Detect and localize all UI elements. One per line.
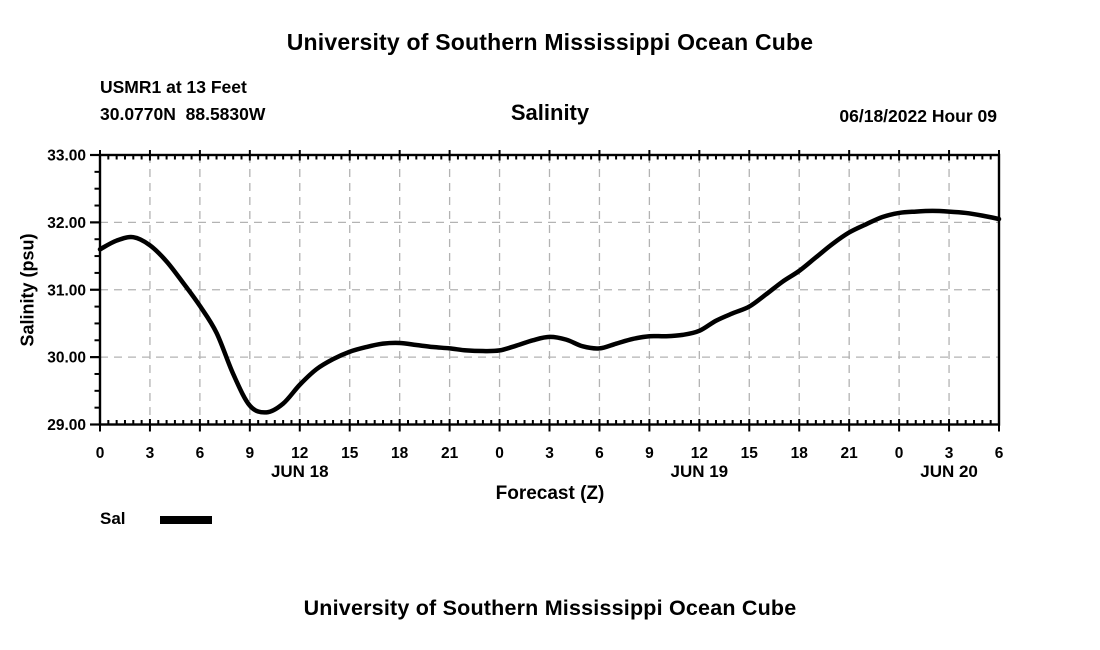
x-tick-label: 15 — [341, 445, 359, 462]
x-tick-label: 18 — [391, 445, 409, 462]
y-tick-label: 29.00 — [47, 417, 86, 434]
page-title: University of Southern Mississippi Ocean… — [286, 29, 814, 55]
x-tick-label: 0 — [895, 445, 904, 462]
x-tick-label: 9 — [645, 445, 654, 462]
legend-line-swatch — [160, 516, 212, 524]
legend-label: Sal — [100, 509, 126, 528]
x-tick-label: 6 — [196, 445, 205, 462]
y-tick-label: 31.00 — [47, 282, 86, 299]
secondary-page-title: University of Southern Mississippi Ocean… — [303, 596, 797, 620]
salinity-data-line — [97, 208, 1002, 415]
x-axis-label: Forecast (Z) — [495, 483, 605, 504]
salinity-line-chart: 0 3 6 9 12 15 18 21 0 3 6 9 12 15 18 21 0 3 6 29.00 30.00 31.… — [47, 148, 1004, 482]
station-coordinates: 30.0770N 88.5830W — [100, 104, 266, 124]
x-tick-label: 0 — [96, 445, 105, 462]
x-tick-label: 12 — [691, 445, 708, 462]
x-tick-label: 0 — [495, 445, 504, 462]
x-tick-label: 21 — [441, 445, 459, 462]
x-tick-label: 9 — [246, 445, 255, 462]
plot-frame — [98, 153, 1001, 426]
x-tick-label: 6 — [595, 445, 604, 462]
y-tick-label: 32.00 — [47, 215, 86, 232]
station-label: USMR1 at 13 Feet — [100, 77, 247, 97]
y-tick-label: 30.00 — [47, 350, 86, 367]
x-tick-label: 3 — [146, 445, 155, 462]
x-date-label: JUN 20 — [920, 462, 978, 481]
x-date-label: JUN 18 — [271, 462, 329, 481]
x-date-label: JUN 19 — [671, 462, 729, 481]
x-tick-label: 3 — [545, 445, 554, 462]
x-tick-label: 6 — [995, 445, 1004, 462]
plot-title: Salinity — [510, 100, 590, 125]
x-tick-label: 3 — [945, 445, 954, 462]
forecast-datetime: 06/18/2022 Hour 09 — [839, 106, 997, 126]
x-tick-label: 15 — [741, 445, 759, 462]
x-tick-label: 21 — [841, 445, 859, 462]
x-tick-label: 12 — [291, 445, 308, 462]
y-tick-label: 33.00 — [47, 148, 86, 165]
x-tick-label: 18 — [791, 445, 809, 462]
